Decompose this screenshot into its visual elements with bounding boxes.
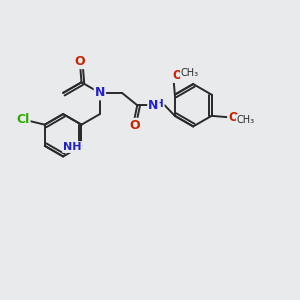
Text: CH₃: CH₃ [236, 115, 254, 125]
Text: N: N [95, 86, 105, 99]
Text: O: O [172, 69, 182, 82]
Text: O: O [129, 119, 140, 132]
Text: NH: NH [63, 142, 82, 152]
Text: H: H [155, 99, 164, 109]
Text: O: O [75, 55, 85, 68]
Text: O: O [228, 111, 238, 124]
Text: CH₃: CH₃ [181, 68, 199, 78]
Text: N: N [148, 99, 159, 112]
Text: Cl: Cl [16, 112, 30, 126]
